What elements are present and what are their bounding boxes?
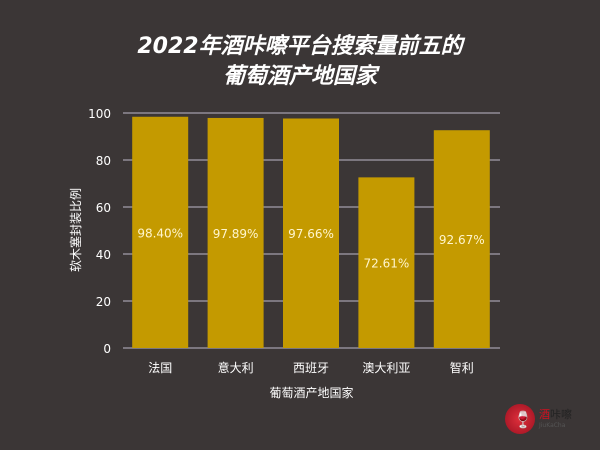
bar xyxy=(358,177,415,348)
logo-subtext: JiuKaCha xyxy=(539,422,566,429)
x-tick-label: 西班牙 xyxy=(293,361,329,375)
chart-title-line2: 葡萄酒产地国家 xyxy=(222,64,377,89)
y-tick-label: 40 xyxy=(96,248,111,262)
y-tick-label: 80 xyxy=(96,154,111,168)
y-axis-label: 软木塞封装比例 xyxy=(68,188,83,272)
chart-title-line1: 2022年酒咔嚓平台搜索量前五的 xyxy=(137,34,463,59)
x-tick-label: 澳大利亚 xyxy=(362,361,410,375)
y-tick-label: 60 xyxy=(96,201,111,215)
data-label: 97.66% xyxy=(288,227,334,241)
bar xyxy=(132,116,189,348)
bar xyxy=(283,118,339,349)
x-tick-label: 法国 xyxy=(148,361,172,375)
x-axis-label: 葡萄酒产地国家 xyxy=(269,385,353,400)
logo-text-red: 酒 xyxy=(539,408,550,421)
x-tick-label: 意大利 xyxy=(218,360,254,375)
bar xyxy=(207,117,264,349)
y-tick-label: 100 xyxy=(88,107,111,121)
logo-wine-glass-icon: 🍷 xyxy=(505,404,535,434)
logo-text: 咔嚓 xyxy=(550,408,572,421)
y-tick-label: 20 xyxy=(96,295,111,309)
data-label: 92.67% xyxy=(439,233,485,247)
bar xyxy=(433,130,490,348)
data-label: 72.61% xyxy=(364,257,410,271)
data-label: 98.40% xyxy=(137,226,183,240)
logo: 🍷 酒咔嚓 JiuKaCha xyxy=(505,402,595,442)
y-tick-label: 0 xyxy=(103,342,111,356)
x-tick-label: 智利 xyxy=(450,360,474,375)
data-label: 97.89% xyxy=(213,227,259,241)
